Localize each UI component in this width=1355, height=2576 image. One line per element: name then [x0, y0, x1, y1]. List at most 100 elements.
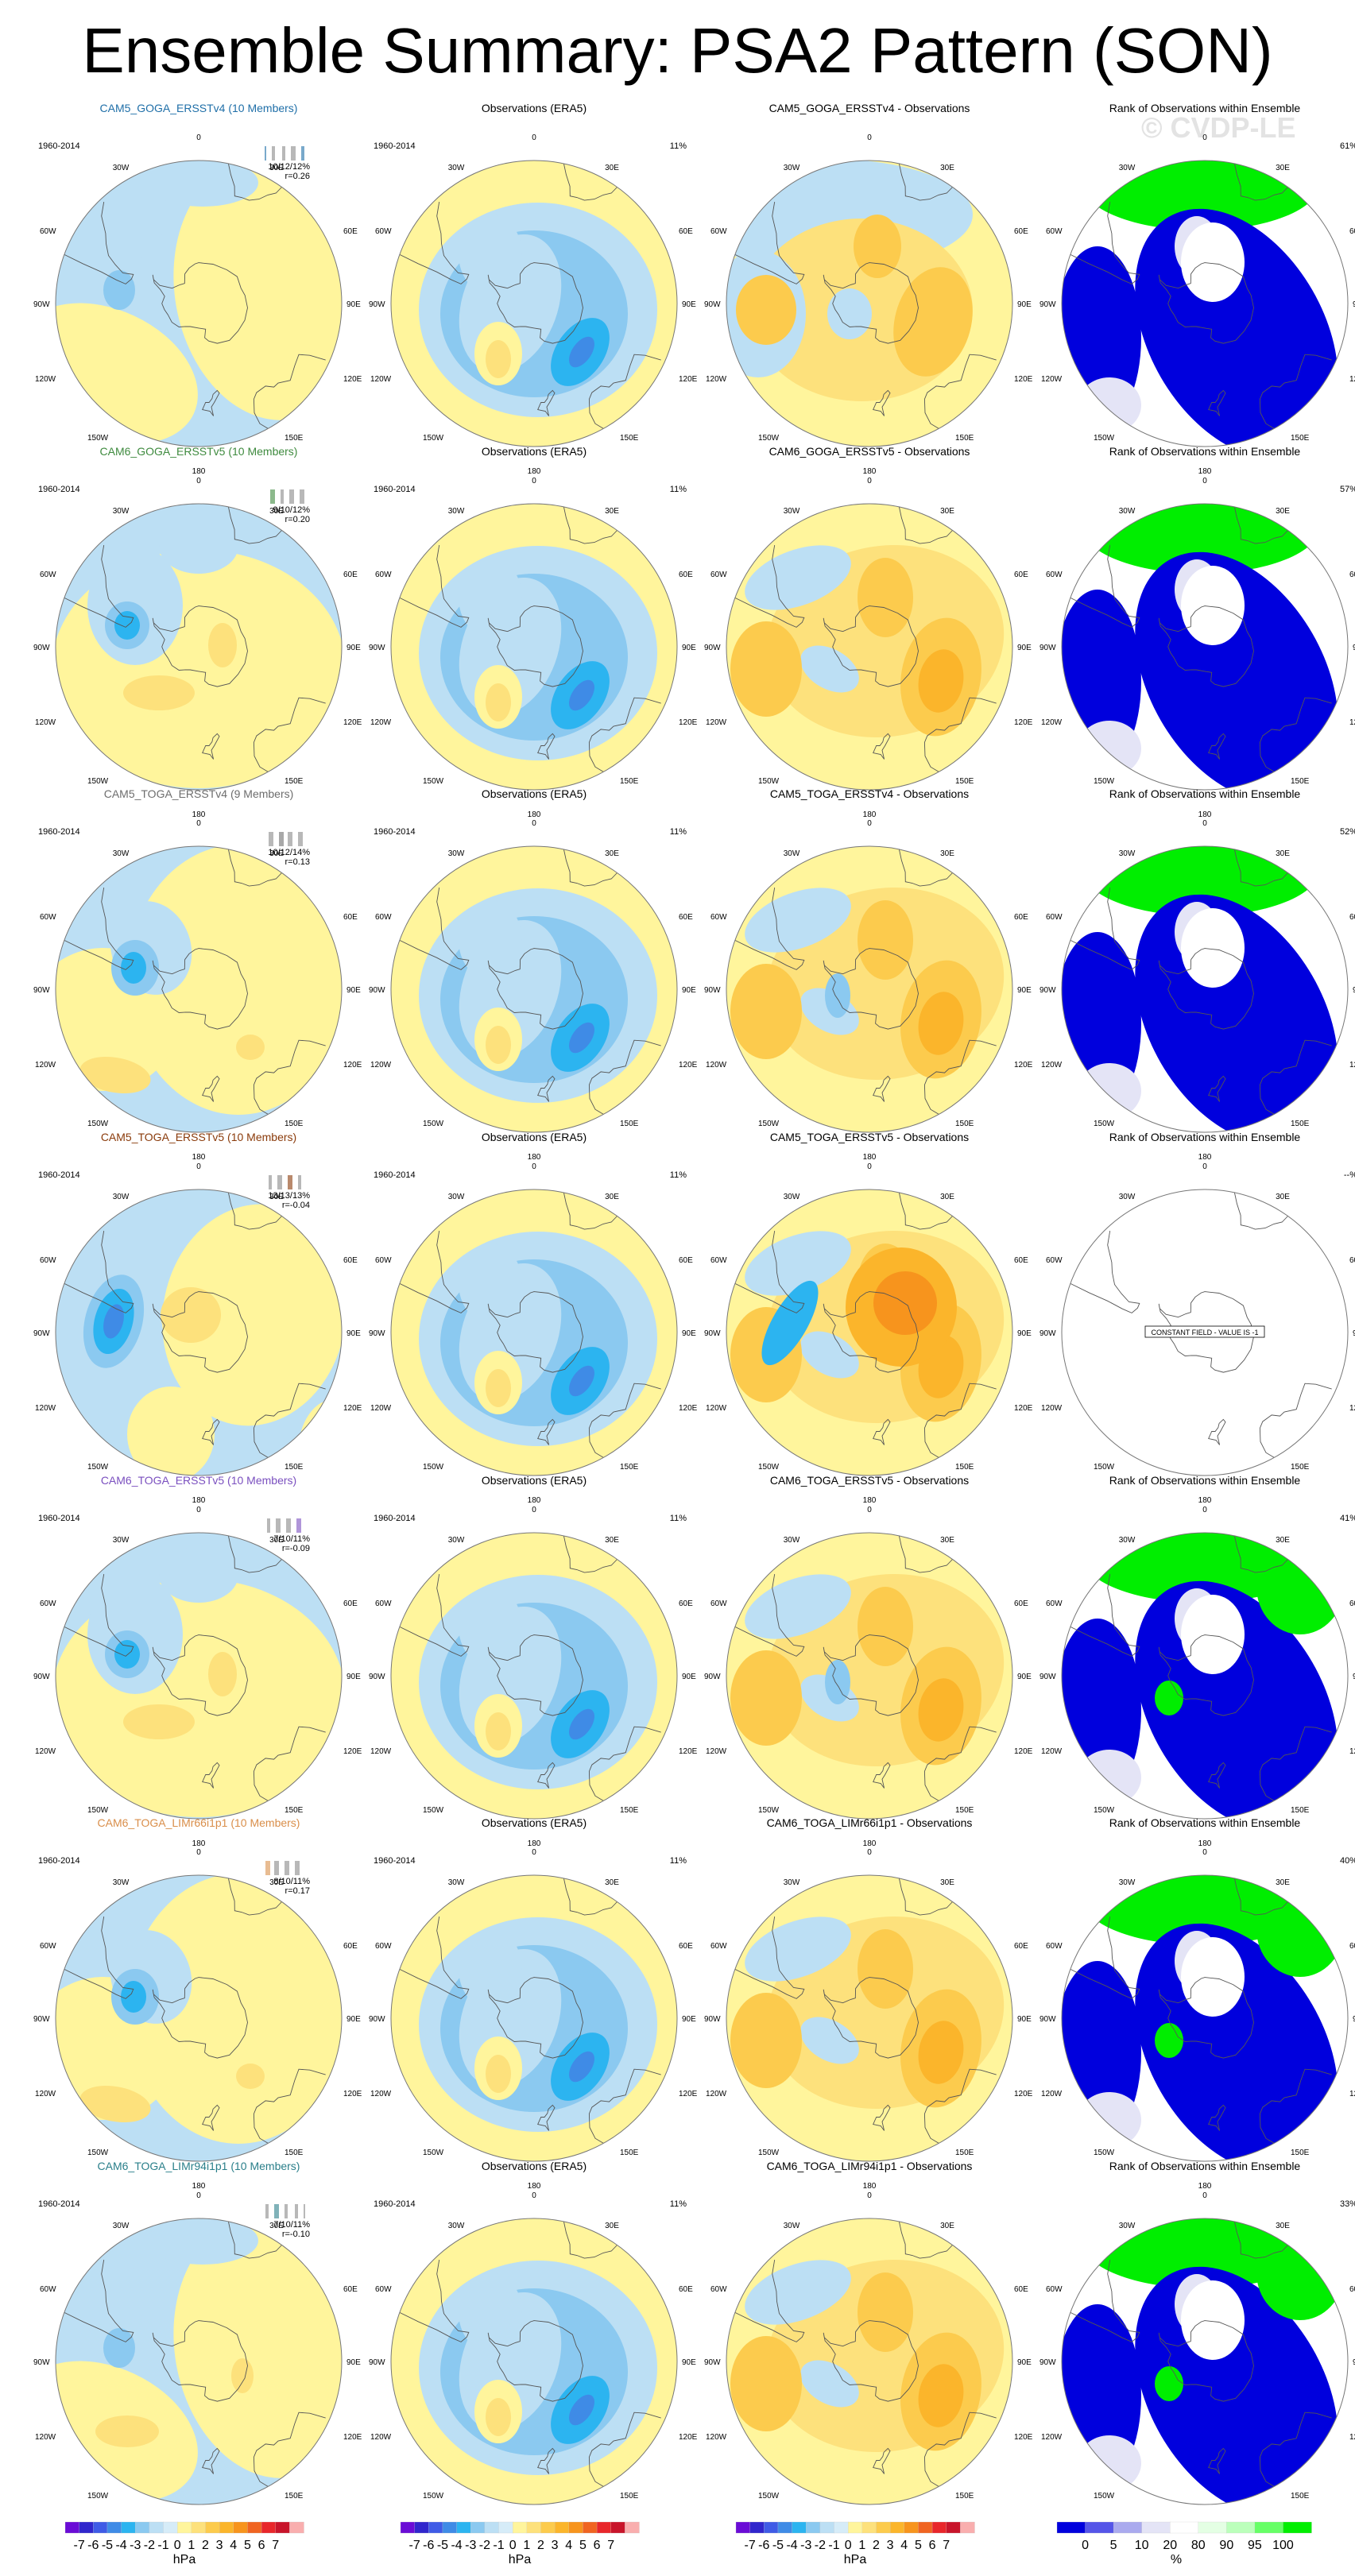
lon-label-w120: 120W — [35, 375, 56, 384]
lon-label-w60: 60W — [40, 571, 56, 579]
pattern-correlation: r=0.13 — [285, 857, 311, 867]
colorbar-swatch — [64, 2521, 80, 2534]
lon-label-e120: 120E — [679, 1747, 698, 1756]
colorbar-tick-label: 3 — [552, 2539, 559, 2552]
colorbar-tick-label: -2 — [815, 2539, 826, 2552]
lon-label-e90: 90E — [1017, 2358, 1032, 2367]
filled-contours — [56, 1875, 342, 2161]
diff-panel-title: CAM5_TOGA_ERSSTv4 - Observations — [769, 787, 970, 800]
lon-label-top: 0 — [532, 1162, 536, 1171]
lon-label-w90: 90W — [1039, 300, 1056, 309]
colorbar-tick-label: -4 — [451, 2539, 462, 2552]
lon-label-e90: 90E — [1017, 300, 1032, 309]
lon-label-w60: 60W — [710, 1942, 727, 1951]
lon-label-e60: 60E — [679, 1599, 693, 1608]
colorbar-tick-label: -5 — [437, 2539, 448, 2552]
rank-panel-title: Rank of Observations within Ensemble — [1109, 445, 1301, 458]
lon-label-top: 0 — [196, 1506, 201, 1514]
obs-panel-title: Observations (ERA5) — [481, 1131, 587, 1143]
lon-label-bottom: 180 — [528, 2182, 541, 2191]
rank-pct: 57% — [1339, 485, 1355, 494]
diff-map: 0 180 30W 30E 60W 60E 90W 90E 120W 120E 150W 150E — [704, 1506, 1033, 1848]
lon-label-e120: 120E — [1349, 2433, 1355, 2442]
colorbar-swatch — [456, 2521, 471, 2534]
lon-label-top: 0 — [532, 2191, 536, 2200]
lon-label-e150: 150E — [285, 1806, 304, 1815]
lon-label-n30e: 30E — [269, 1878, 284, 1887]
lon-label-bottom: 180 — [192, 2182, 206, 2191]
map-boundary — [1061, 845, 1349, 1133]
colorbar-swatch — [819, 2521, 835, 2534]
lon-label-w90: 90W — [33, 644, 50, 652]
filled-contours — [56, 504, 342, 790]
lon-label-e60: 60E — [1349, 227, 1355, 236]
lon-label-w120: 120W — [1041, 375, 1063, 384]
lon-label-n30e: 30E — [605, 164, 619, 172]
colorbar-tick-label: 3 — [887, 2539, 894, 2552]
lon-label-w90: 90W — [369, 1673, 385, 1681]
model-map: 0 180 30W 30E 60W 60E 90W 90E 120W 120E 150W 150E — [33, 1162, 362, 1505]
lon-label-n30w: 30W — [1119, 1878, 1136, 1887]
lon-label-n30e: 30E — [269, 164, 284, 172]
lon-label-w60: 60W — [40, 1256, 56, 1265]
rank-panel-title: Rank of Observations within Ensemble — [1109, 787, 1301, 800]
lon-label-w90: 90W — [1039, 644, 1056, 652]
pattern-stats: 13/13/13% — [268, 1191, 310, 1201]
pattern-stats: 7/10/11% — [273, 1534, 310, 1544]
lon-label-w150: 150W — [758, 2492, 780, 2501]
lon-label-e60: 60E — [343, 571, 358, 579]
colorbar-swatch — [1226, 2521, 1256, 2534]
filled-contours — [56, 846, 342, 1132]
colorbar-swatch — [568, 2521, 584, 2534]
lon-label-w150: 150W — [1094, 1463, 1115, 1472]
lon-label-w90: 90W — [704, 300, 721, 309]
lon-label-w60: 60W — [40, 1942, 56, 1951]
lon-label-n30w: 30W — [113, 1536, 130, 1545]
lon-label-e90: 90E — [682, 2358, 696, 2367]
lon-label-n30e: 30E — [269, 507, 284, 516]
lon-label-e90: 90E — [1017, 1673, 1032, 1681]
map-boundary — [390, 1874, 678, 2162]
colorbar-swatch — [1170, 2521, 1199, 2534]
colorbar-tick-label: 0 — [1082, 2539, 1089, 2552]
lon-label-w60: 60W — [1046, 1256, 1063, 1265]
period-label: 1960-2014 — [38, 1170, 80, 1180]
lon-label-w150: 150W — [758, 1806, 780, 1815]
lon-label-w150: 150W — [87, 777, 109, 786]
lon-label-bottom: 180 — [863, 2182, 877, 2191]
colorbar-swatch — [414, 2521, 429, 2534]
filled-contours — [726, 504, 1012, 790]
lon-label-n30w: 30W — [113, 507, 130, 516]
lon-label-e150: 150E — [620, 1120, 639, 1128]
obs-panel: 018030W30E60W60E90W90E120W120E150W150EOb… — [367, 2160, 701, 2534]
lon-label-w90: 90W — [33, 2358, 50, 2367]
model-map: 0 180 30W 30E 60W 60E 90W 90E 120W 120E 150W 150E — [33, 819, 362, 1162]
lon-label-n30e: 30E — [605, 1878, 619, 1887]
colorbar-tick-label: 100 — [1272, 2539, 1294, 2552]
colorbar-tick-label: 6 — [258, 2539, 265, 2552]
colorbar-swatch — [106, 2521, 122, 2534]
colorbar-tick-label: 0 — [509, 2539, 517, 2552]
lon-label-e150: 150E — [1291, 1806, 1310, 1815]
lon-label-top: 0 — [867, 1162, 872, 1171]
lon-label-n30e: 30E — [605, 849, 619, 858]
colorbar-tick-label: 95 — [1248, 2539, 1262, 2552]
lon-label-w150: 150W — [423, 2149, 444, 2157]
lon-label-w120: 120W — [370, 1747, 392, 1756]
colorbar-swatch — [1056, 2521, 1086, 2534]
lon-label-bottom: 180 — [1198, 467, 1212, 476]
obs-map: 0 180 30W 30E 60W 60E 90W 90E 120W 120E 150W 150E — [369, 1506, 698, 1848]
lon-label-e60: 60E — [679, 913, 693, 922]
lon-label-n30e: 30E — [940, 507, 954, 516]
lon-label-e120: 120E — [679, 1061, 698, 1069]
obs-pct: 11% — [669, 1170, 687, 1180]
colorbar-swatch — [261, 2521, 277, 2534]
lon-label-e90: 90E — [1353, 1673, 1355, 1681]
lon-label-e90: 90E — [682, 1673, 696, 1681]
constant-field-box — [1144, 1325, 1265, 1338]
